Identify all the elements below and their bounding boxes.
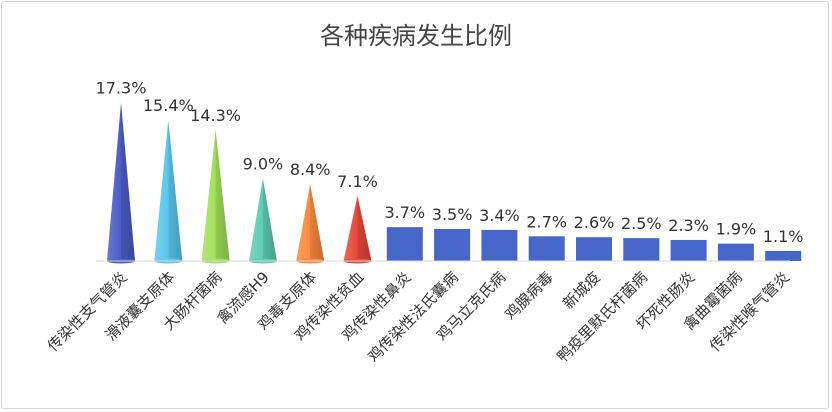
- data-label: 9.0%: [243, 155, 284, 174]
- bar-mark: [765, 250, 802, 261]
- bar-mark: [528, 236, 565, 261]
- bar-mark: [670, 239, 707, 261]
- cone-mark: [201, 130, 230, 264]
- data-label: 2.7%: [526, 212, 567, 231]
- data-label: 8.4%: [290, 160, 331, 179]
- bar-mark: [481, 229, 518, 261]
- bar-mark: [623, 238, 660, 261]
- cone-mark: [296, 184, 325, 264]
- data-label: 1.9%: [716, 220, 757, 239]
- data-label: 2.6%: [574, 213, 615, 232]
- data-label: 7.1%: [337, 172, 378, 191]
- data-label: 17.3%: [96, 79, 147, 98]
- data-label: 14.3%: [190, 106, 241, 125]
- data-label: 15.4%: [143, 96, 194, 115]
- bar-mark: [434, 228, 471, 261]
- cone-shade: [154, 120, 183, 261]
- cone-shade: [201, 130, 230, 261]
- cone-shade: [343, 196, 372, 261]
- cone-mark: [107, 102, 135, 264]
- cone-shade: [248, 178, 277, 261]
- plot-area: 17.3%传染性支气管炎15.4%滑液囊支原体14.3%大肠杆菌病9.0%禽流感…: [44, 79, 804, 366]
- bar-mark: [576, 237, 612, 261]
- data-label: 1.1%: [763, 227, 804, 246]
- x-tick-label: 传染性支气管炎: [44, 268, 131, 355]
- bar-mark: [717, 243, 754, 261]
- x-tick-label: 鸡腺病毒: [501, 268, 556, 323]
- cone-mark: [343, 196, 372, 264]
- data-label: 3.4%: [479, 206, 520, 225]
- cone-shade: [296, 184, 325, 261]
- cone-mark: [154, 120, 183, 264]
- bar-mark: [386, 227, 423, 261]
- data-label: 2.5%: [621, 214, 662, 233]
- data-label: 2.3%: [668, 216, 709, 235]
- data-label: 3.5%: [432, 205, 473, 224]
- x-tick-label: 新城疫: [559, 268, 604, 313]
- cone-shade: [107, 102, 135, 261]
- cone-mark: [248, 178, 277, 264]
- chart-title: 各种疾病发生比例: [320, 22, 512, 50]
- data-label: 3.7%: [384, 203, 425, 222]
